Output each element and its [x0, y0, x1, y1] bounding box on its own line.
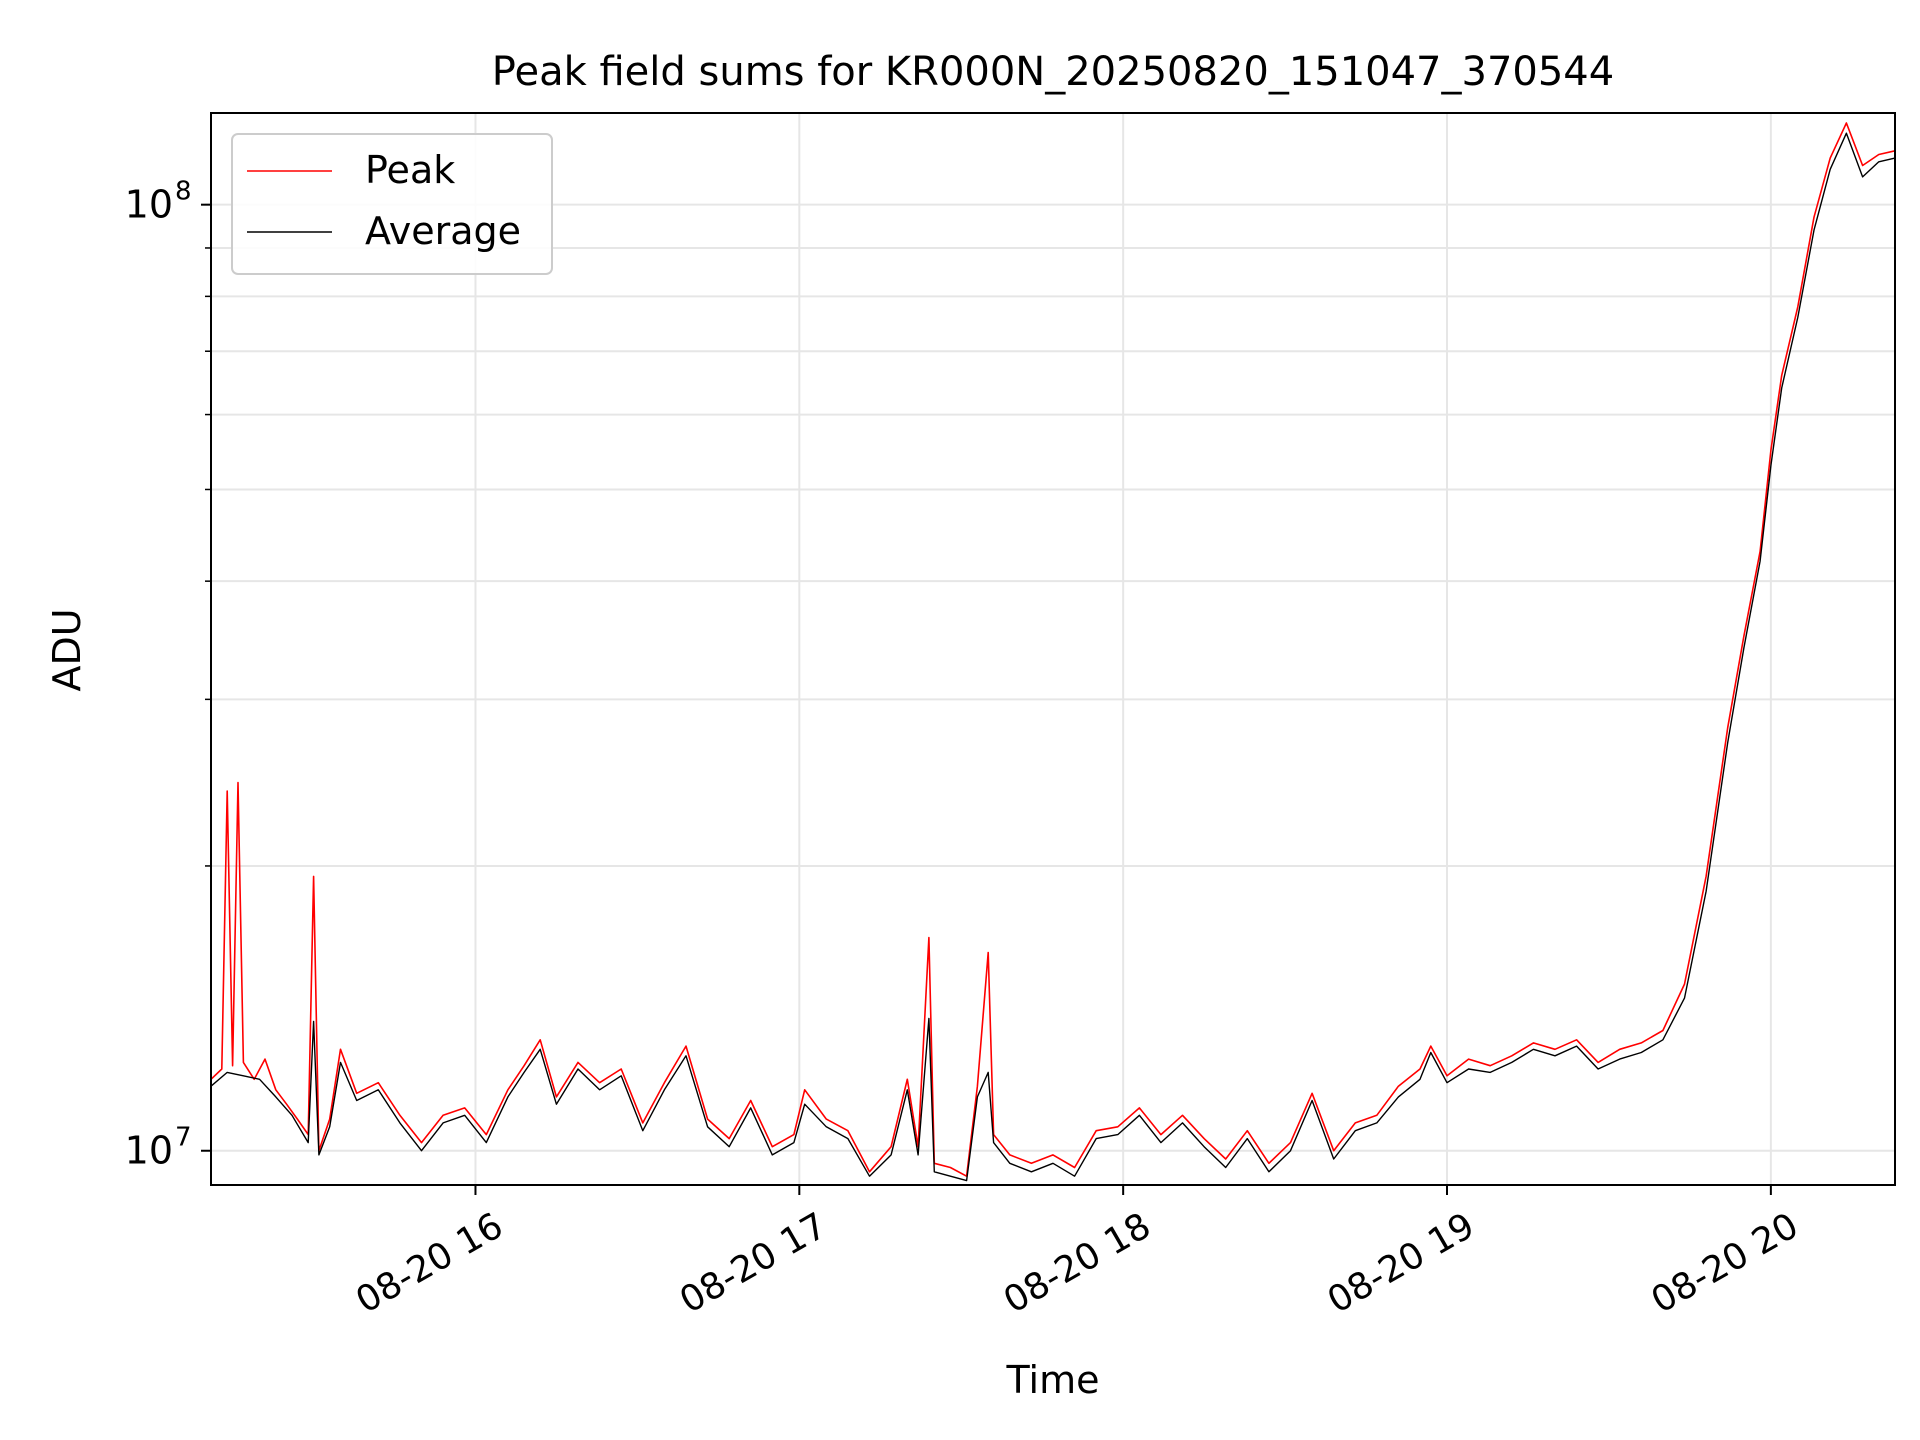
series-line-average: [210, 132, 1896, 1182]
plot-frame: [210, 112, 1896, 1186]
x-axis-label: Time: [1006, 1358, 1100, 1402]
y-tick-label: 10: [125, 1129, 173, 1173]
legend: Peak Average: [231, 133, 553, 275]
y-axis-label: ADU: [45, 608, 89, 691]
legend-label-average: Average: [365, 209, 521, 253]
plot-lines: [210, 122, 1896, 1182]
legend-label-peak: Peak: [365, 148, 455, 192]
y-tick-label: 10: [125, 183, 173, 227]
series-line-peak: [210, 122, 1896, 1177]
legend-box: [231, 133, 553, 275]
chart-title: Peak field sums for KR000N_20250820_1510…: [492, 49, 1614, 95]
y-tick-label-exponent: 8: [175, 177, 192, 207]
y-tick-label-exponent: 7: [175, 1123, 192, 1153]
